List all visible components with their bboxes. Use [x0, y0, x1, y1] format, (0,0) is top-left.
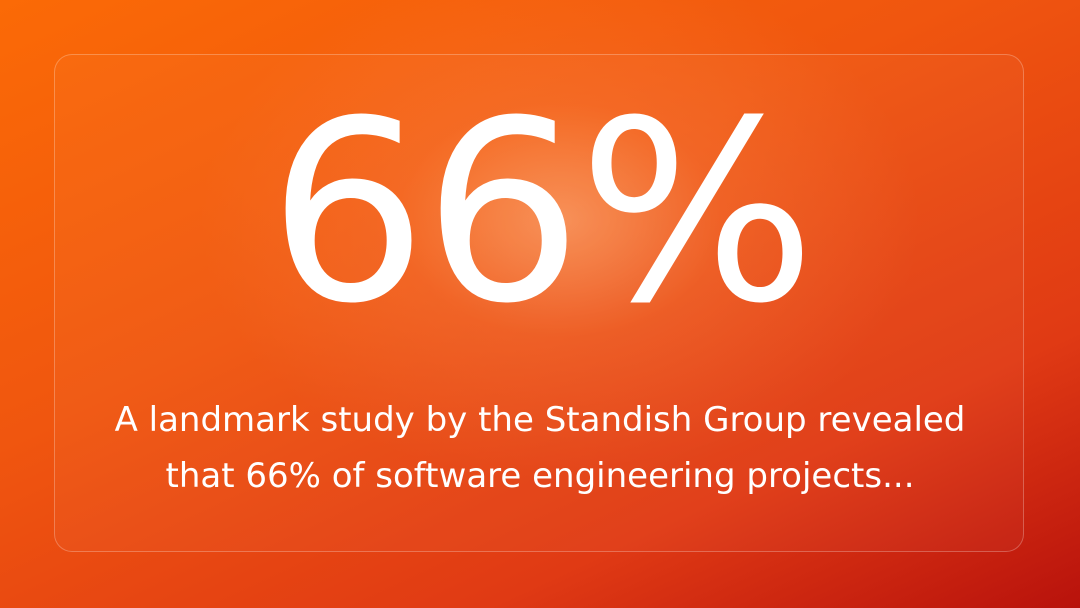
stat: 66% — [268, 67, 816, 358]
card — [54, 54, 1024, 552]
caption: A landmark study by the Standish Group r… — [114, 400, 966, 496]
